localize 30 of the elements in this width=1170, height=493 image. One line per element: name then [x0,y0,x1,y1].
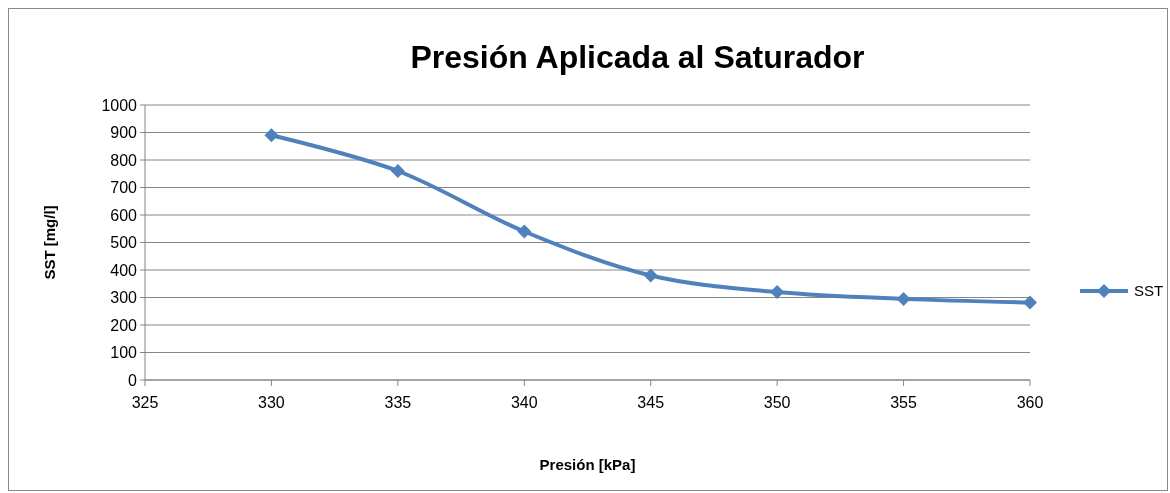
x-tick-label: 340 [510,394,538,411]
x-tick-label: 325 [131,394,159,411]
y-tick-label: 0 [128,371,138,389]
y-tick-label: 800 [110,151,138,169]
chart-title: Presión Aplicada al Saturador [410,39,865,75]
point [896,291,911,306]
y-tick-label: 700 [110,179,138,197]
y-tick-label: 1000 [101,96,138,114]
x-tick-label: 345 [637,394,665,411]
x-tick-label: 350 [763,394,791,411]
y-tick-label: 900 [110,124,138,142]
point [517,224,532,239]
y-tick-label: 100 [110,344,138,362]
x-tick-label: 360 [1016,394,1044,411]
y-tick-label: 200 [110,316,138,334]
point [643,268,658,283]
point [1023,295,1037,310]
x-tick-label: 335 [384,394,412,411]
y-tick-label: 500 [110,234,138,252]
y-tick-label: 400 [110,261,138,279]
x-axis-title: Presión [kPa] [539,456,636,473]
point [264,128,279,143]
point [390,164,405,178]
y-axis-title: SST [mg/l] [41,205,58,280]
point [770,285,785,299]
x-tick-label: 355 [890,394,918,411]
y-tick-label: 300 [110,289,138,307]
x-tick-label: 330 [258,394,285,411]
legend-label: SST [1134,282,1164,300]
y-tick-label: 600 [110,206,138,224]
